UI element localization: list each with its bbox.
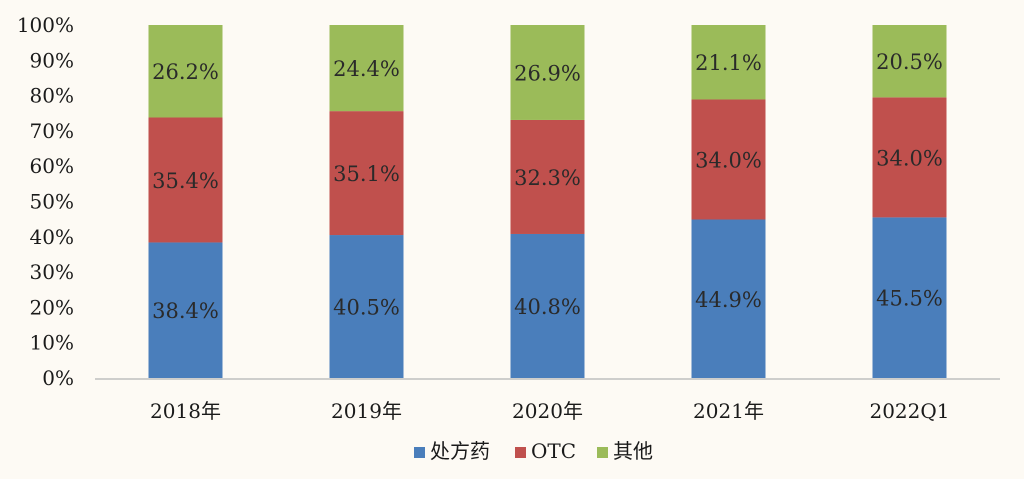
bar-segment — [148, 117, 223, 243]
y-tick-label: 20% — [30, 295, 74, 319]
bar-segment — [329, 111, 404, 236]
y-tick-label: 10% — [30, 331, 74, 355]
x-tick-label: 2019年 — [331, 399, 402, 423]
bar-segment — [510, 119, 585, 234]
bar-segment — [510, 233, 585, 378]
data-label: 32.3% — [514, 166, 581, 190]
data-label: 35.1% — [333, 162, 400, 186]
x-tick-label: 2021年 — [693, 399, 764, 423]
data-label: 20.5% — [876, 50, 943, 74]
legend-label: OTC — [531, 439, 576, 463]
legend-label: 处方药 — [430, 439, 490, 463]
data-label: 26.9% — [514, 61, 581, 85]
y-tick-label: 30% — [30, 260, 74, 284]
y-tick-label: 70% — [30, 119, 74, 143]
bar-segment — [691, 25, 766, 100]
y-tick-label: 0% — [42, 366, 74, 390]
y-tick-label: 40% — [30, 225, 74, 249]
legend-swatch — [597, 447, 608, 458]
data-label: 35.4% — [152, 169, 219, 193]
data-label: 26.2% — [152, 60, 219, 84]
data-label: 44.9% — [695, 288, 762, 312]
bar-segment — [872, 25, 947, 98]
data-label: 34.0% — [876, 146, 943, 170]
bar-segment — [872, 217, 947, 378]
bar-segment — [510, 25, 585, 120]
bar-segment — [872, 97, 947, 218]
x-tick-label: 2020年 — [512, 399, 583, 423]
data-label: 38.4% — [152, 299, 219, 323]
bar-segment — [329, 235, 404, 378]
legend-swatch — [414, 447, 425, 458]
bar-segment — [148, 25, 223, 118]
bar-segment — [691, 99, 766, 220]
y-tick-label: 90% — [30, 48, 74, 72]
legend-label: 其他 — [613, 439, 653, 463]
data-label: 34.0% — [695, 148, 762, 172]
bar-segment — [691, 219, 766, 378]
y-tick-label: 80% — [30, 84, 74, 108]
x-tick-label: 2022Q1 — [869, 399, 949, 423]
y-tick-label: 100% — [17, 13, 74, 37]
bar-segment — [148, 242, 223, 378]
data-label: 45.5% — [876, 287, 943, 311]
data-label: 21.1% — [695, 51, 762, 75]
legend-swatch — [515, 447, 526, 458]
data-label: 40.8% — [514, 295, 581, 319]
data-label: 40.5% — [333, 296, 400, 320]
y-tick-label: 50% — [30, 190, 74, 214]
x-tick-label: 2018年 — [150, 399, 221, 423]
y-tick-label: 60% — [30, 154, 74, 178]
data-label: 24.4% — [333, 57, 400, 81]
bar-segment — [329, 25, 404, 112]
